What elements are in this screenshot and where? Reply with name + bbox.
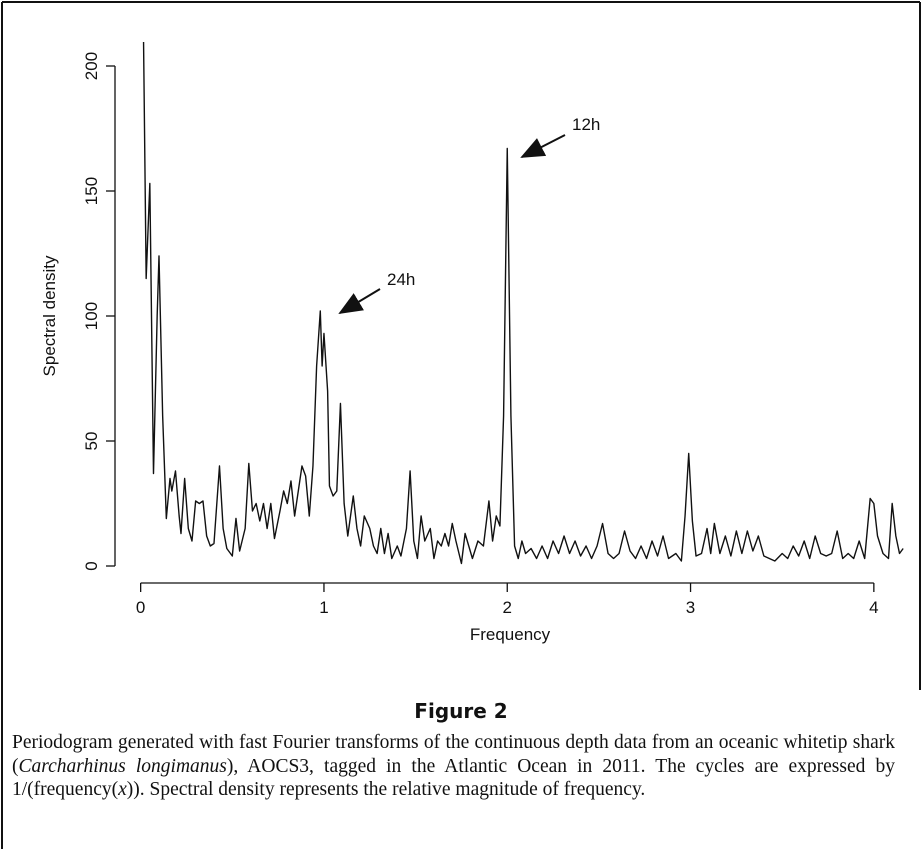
y-tick-label: 0 bbox=[82, 561, 101, 570]
caption-italic: Carcharhinus longimanus bbox=[18, 755, 227, 777]
x-tick-label: 0 bbox=[136, 598, 145, 617]
line bbox=[142, 42, 904, 565]
y-axis-label: Spectral density bbox=[40, 255, 59, 376]
y-tick-label: 50 bbox=[82, 432, 101, 451]
x-tick-label: 4 bbox=[869, 598, 878, 617]
caption-italic: x bbox=[118, 779, 127, 800]
figure-label: Figure 2 bbox=[414, 699, 508, 723]
caption-text: ), AOCS3, tagged in the Atlantic Ocean i… bbox=[12, 755, 895, 801]
x-tick-label: 2 bbox=[503, 598, 512, 617]
y-tick-label: 100 bbox=[82, 302, 101, 330]
y-tick-label: 200 bbox=[82, 52, 101, 80]
x-tick-label: 1 bbox=[319, 598, 328, 617]
arrow bbox=[520, 134, 566, 158]
arrow bbox=[338, 288, 381, 315]
caption-text: )). Spectral density represents the rela… bbox=[126, 779, 646, 800]
y-tick-label: 150 bbox=[82, 177, 101, 205]
annotation: 24h bbox=[387, 270, 415, 289]
figure-caption: Periodogram generated with fast Fourier … bbox=[12, 731, 895, 802]
annotation: 12h bbox=[572, 115, 600, 134]
x-axis-label: Frequency bbox=[470, 625, 551, 644]
x-tick-label: 3 bbox=[686, 598, 695, 617]
caption-text: Periodogram generated with fast Fourier … bbox=[12, 732, 895, 777]
